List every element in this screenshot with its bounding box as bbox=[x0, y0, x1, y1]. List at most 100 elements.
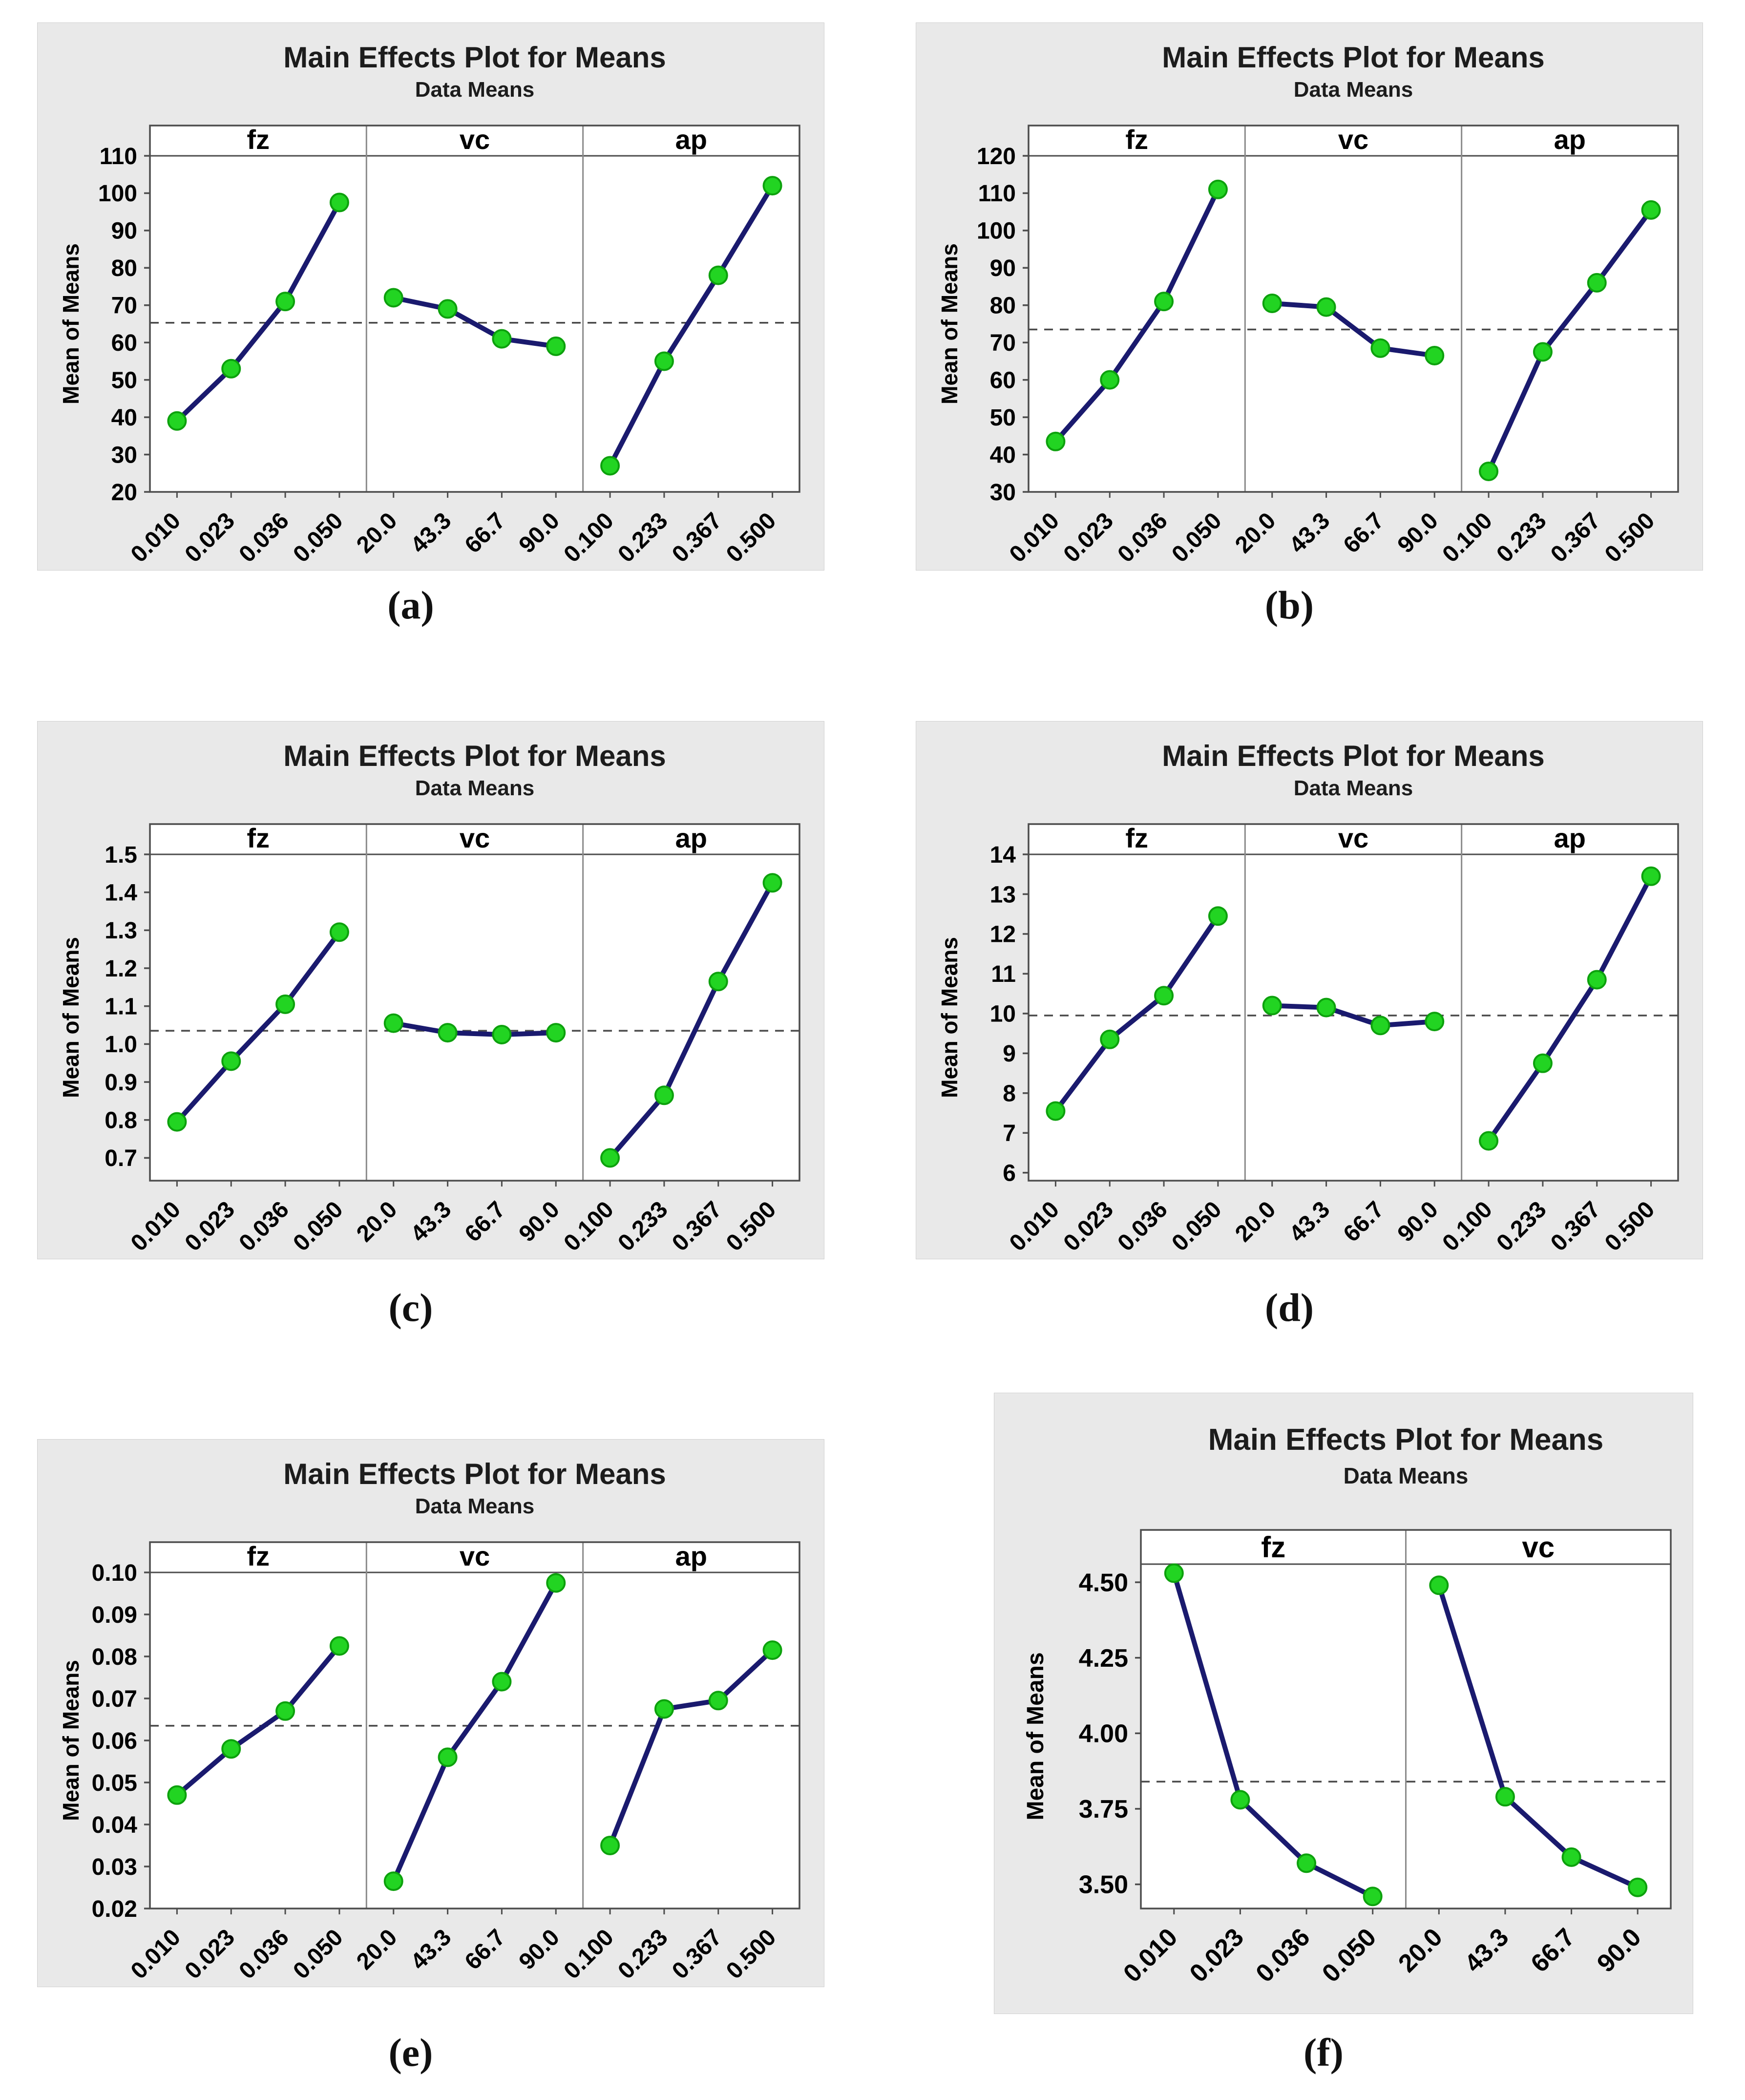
svg-text:43.3: 43.3 bbox=[406, 508, 457, 558]
chart-subtitle: Data Means bbox=[415, 1494, 535, 1518]
chart-card: Main Effects Plot for Means Data Means f… bbox=[37, 1439, 824, 1987]
svg-text:Mean of Means: Mean of Means bbox=[58, 1660, 84, 1821]
svg-text:80: 80 bbox=[111, 255, 137, 281]
svg-text:0.023: 0.023 bbox=[1184, 1923, 1249, 1988]
svg-text:0.10: 0.10 bbox=[92, 1560, 137, 1586]
svg-text:Mean of Means: Mean of Means bbox=[58, 937, 84, 1098]
svg-text:0.233: 0.233 bbox=[1492, 1196, 1551, 1256]
svg-text:fz: fz bbox=[247, 823, 270, 853]
svg-text:0.036: 0.036 bbox=[1113, 1196, 1172, 1256]
chart-title: Main Effects Plot for Means bbox=[283, 740, 666, 772]
svg-text:66.7: 66.7 bbox=[1339, 1196, 1389, 1247]
svg-text:43.3: 43.3 bbox=[1284, 508, 1335, 558]
svg-text:0.07: 0.07 bbox=[92, 1686, 137, 1712]
svg-text:0.06: 0.06 bbox=[92, 1728, 137, 1754]
svg-text:Mean of Means: Mean of Means bbox=[58, 243, 84, 404]
svg-text:20.0: 20.0 bbox=[352, 508, 402, 558]
svg-text:66.7: 66.7 bbox=[460, 1924, 511, 1975]
chart-subtitle: Data Means bbox=[415, 776, 535, 800]
svg-text:0.050: 0.050 bbox=[288, 508, 348, 567]
svg-text:0.04: 0.04 bbox=[92, 1812, 138, 1838]
chart-title: Main Effects Plot for Means bbox=[1208, 1423, 1604, 1457]
svg-text:30: 30 bbox=[990, 480, 1016, 506]
svg-text:1.0: 1.0 bbox=[105, 1032, 137, 1058]
svg-text:Mean of Means: Mean of Means bbox=[1023, 1652, 1049, 1820]
svg-text:70: 70 bbox=[990, 330, 1016, 356]
svg-text:50: 50 bbox=[990, 405, 1016, 431]
svg-text:fz: fz bbox=[247, 1541, 270, 1571]
svg-text:0.233: 0.233 bbox=[613, 1924, 673, 1984]
figure-a: Main Effects Plot for Means Data Means f… bbox=[37, 22, 824, 571]
figure-caption-a: (a) bbox=[387, 583, 434, 627]
svg-text:66.7: 66.7 bbox=[1339, 508, 1389, 558]
svg-text:0.023: 0.023 bbox=[180, 508, 240, 567]
chart-title: Main Effects Plot for Means bbox=[1162, 740, 1545, 772]
svg-text:vc: vc bbox=[460, 823, 490, 853]
svg-text:0.050: 0.050 bbox=[288, 1196, 348, 1256]
chart-card: Main Effects Plot for Means Data Means f… bbox=[994, 1393, 1693, 2014]
svg-text:90: 90 bbox=[990, 255, 1016, 281]
svg-text:43.3: 43.3 bbox=[406, 1196, 457, 1247]
svg-text:0.100: 0.100 bbox=[559, 1196, 618, 1256]
svg-text:0.367: 0.367 bbox=[667, 508, 727, 567]
svg-text:66.7: 66.7 bbox=[460, 508, 511, 558]
svg-text:30: 30 bbox=[111, 442, 137, 468]
svg-text:0.010: 0.010 bbox=[126, 1924, 186, 1984]
svg-text:120: 120 bbox=[977, 144, 1016, 170]
svg-text:Mean of Means: Mean of Means bbox=[937, 243, 962, 404]
figure-d: Main Effects Plot for Means Data Means f… bbox=[916, 721, 1703, 1259]
svg-text:0.233: 0.233 bbox=[613, 508, 673, 567]
svg-text:0.367: 0.367 bbox=[1546, 508, 1605, 567]
figure-caption-b: (b) bbox=[1264, 583, 1314, 627]
svg-text:20.0: 20.0 bbox=[1230, 508, 1281, 558]
svg-text:0.500: 0.500 bbox=[1600, 1196, 1660, 1256]
svg-text:0.367: 0.367 bbox=[667, 1196, 727, 1256]
figure-caption-c: (c) bbox=[388, 1285, 433, 1330]
svg-text:100: 100 bbox=[98, 181, 137, 207]
svg-text:3.50: 3.50 bbox=[1079, 1871, 1128, 1899]
svg-text:90.0: 90.0 bbox=[1392, 1196, 1443, 1247]
svg-text:0.08: 0.08 bbox=[92, 1644, 137, 1670]
svg-text:ap: ap bbox=[675, 1541, 707, 1571]
svg-text:0.500: 0.500 bbox=[721, 508, 781, 567]
svg-text:1.1: 1.1 bbox=[105, 994, 137, 1019]
svg-text:4.50: 4.50 bbox=[1079, 1569, 1128, 1597]
svg-text:Mean of Means: Mean of Means bbox=[937, 937, 962, 1098]
svg-text:ap: ap bbox=[1554, 823, 1586, 853]
svg-text:fz: fz bbox=[247, 124, 270, 155]
svg-text:1.3: 1.3 bbox=[105, 918, 137, 944]
svg-text:40: 40 bbox=[111, 405, 137, 431]
svg-text:50: 50 bbox=[111, 367, 137, 393]
svg-text:0.100: 0.100 bbox=[559, 508, 618, 567]
svg-text:0.036: 0.036 bbox=[1113, 508, 1172, 567]
svg-text:0.233: 0.233 bbox=[613, 1196, 673, 1256]
svg-text:110: 110 bbox=[100, 144, 137, 170]
figure-b: Main Effects Plot for Means Data Means f… bbox=[916, 22, 1703, 571]
chart-title: Main Effects Plot for Means bbox=[1162, 41, 1545, 74]
svg-text:43.3: 43.3 bbox=[406, 1924, 457, 1975]
svg-text:ap: ap bbox=[675, 823, 707, 853]
svg-text:0.100: 0.100 bbox=[559, 1924, 618, 1984]
svg-text:vc: vc bbox=[1338, 823, 1368, 853]
svg-text:90: 90 bbox=[111, 218, 137, 244]
svg-text:0.367: 0.367 bbox=[1546, 1196, 1605, 1256]
svg-text:vc: vc bbox=[1522, 1531, 1555, 1564]
svg-text:0.500: 0.500 bbox=[721, 1924, 781, 1984]
svg-text:0.02: 0.02 bbox=[92, 1896, 137, 1922]
svg-text:100: 100 bbox=[977, 218, 1016, 244]
figure-e: Main Effects Plot for Means Data Means f… bbox=[37, 1439, 824, 1987]
svg-text:0.010: 0.010 bbox=[1005, 1196, 1064, 1256]
svg-text:ap: ap bbox=[675, 124, 707, 155]
svg-text:0.036: 0.036 bbox=[234, 1924, 294, 1984]
svg-text:vc: vc bbox=[460, 1541, 490, 1571]
svg-text:90.0: 90.0 bbox=[1392, 508, 1443, 558]
svg-text:20.0: 20.0 bbox=[1230, 1196, 1281, 1247]
chart-title: Main Effects Plot for Means bbox=[283, 1458, 666, 1490]
svg-text:12: 12 bbox=[990, 922, 1016, 948]
svg-text:0.7: 0.7 bbox=[105, 1145, 137, 1171]
svg-text:90.0: 90.0 bbox=[514, 508, 565, 558]
chart-title: Main Effects Plot for Means bbox=[283, 41, 666, 74]
